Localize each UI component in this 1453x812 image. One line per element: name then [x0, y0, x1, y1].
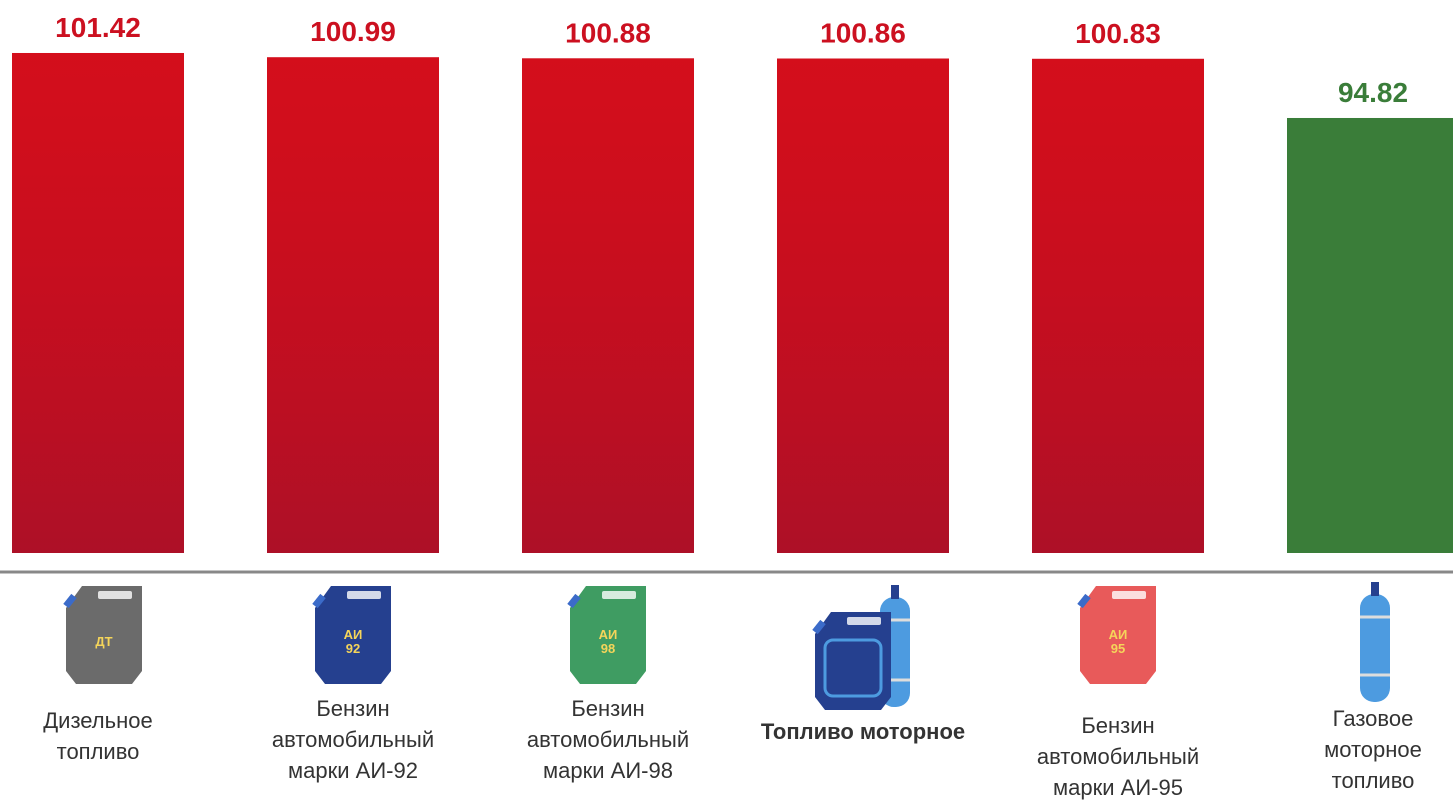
- icon-handle: [1112, 591, 1146, 599]
- icon-label: АИ 95: [1108, 627, 1128, 656]
- icon-handle: [602, 591, 636, 599]
- value-label: 101.42: [55, 12, 141, 43]
- x-tick-label: Дизельное топливо: [43, 708, 153, 764]
- x-tick-label: Бензин автомобильный марки АИ-92: [271, 696, 435, 783]
- icon-spout: [63, 593, 77, 609]
- bar: [1287, 117, 1453, 554]
- value-label: 100.99: [310, 16, 396, 47]
- icon-label: АИ 92: [343, 627, 363, 656]
- value-label: 94.82: [1338, 77, 1408, 108]
- icon-inner: [823, 638, 883, 698]
- value-label: 100.86: [820, 18, 906, 49]
- icon-can: [815, 612, 891, 710]
- icon-can: [315, 586, 391, 684]
- icon-spout: [567, 593, 581, 609]
- icon-spout: [312, 593, 326, 609]
- x-tick-label: Бензин автомобильный марки АИ-98: [526, 696, 690, 783]
- x-tick-label: Топливо моторное: [760, 719, 966, 744]
- icon-bottle: [1360, 594, 1390, 702]
- icon-can: [570, 586, 646, 684]
- icon-handle: [98, 591, 132, 599]
- icon-valve: [891, 585, 899, 599]
- x-tick-label: Газовое моторное топливо: [1324, 706, 1422, 793]
- icon-label: ДТ: [95, 634, 113, 649]
- bar-shade: [522, 58, 694, 553]
- icon-handle: [347, 591, 381, 599]
- value-label: 100.88: [565, 17, 651, 48]
- icon-label: АИ 98: [598, 627, 618, 656]
- icon-can: [1080, 586, 1156, 684]
- value-label: 100.83: [1075, 18, 1161, 49]
- bar-shade: [267, 57, 439, 553]
- bar-shade: [777, 58, 949, 554]
- icon-spout: [812, 619, 826, 635]
- bar-shade: [1032, 58, 1204, 553]
- icon-handle: [847, 617, 881, 625]
- x-tick-label: Бензин автомобильный марки АИ-95: [1036, 713, 1200, 800]
- icon-can: [66, 586, 142, 684]
- icon-spout: [1077, 593, 1091, 609]
- bar-shade: [12, 52, 184, 554]
- icon-valve: [1371, 582, 1379, 596]
